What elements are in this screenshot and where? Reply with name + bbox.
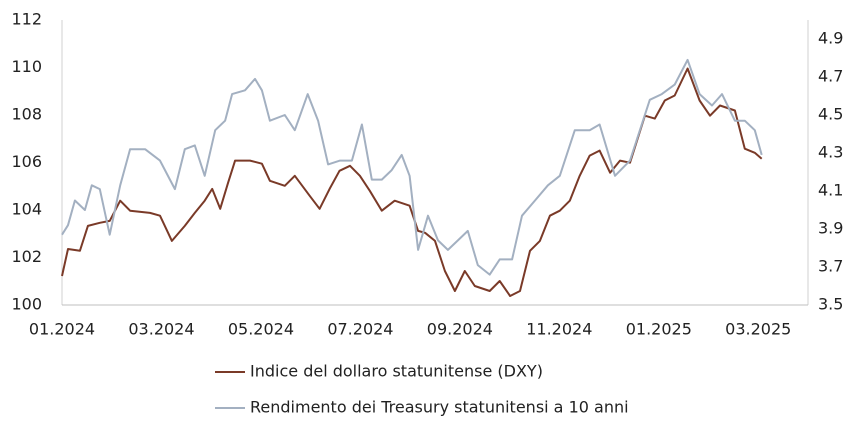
y2-tick-label: 4.5 [818,105,843,124]
x-tick-label: 03.2024 [128,320,194,339]
y2-tick-label: 4.7 [818,67,843,86]
y-tick-label: 110 [11,57,42,76]
x-tick-label: 11.2024 [526,320,592,339]
y-tick-label: 112 [11,10,42,29]
y2-tick-label: 4.1 [818,181,843,200]
data-line [61,67,763,297]
x-tick-label: 01.2024 [29,320,95,339]
y2-tick-label: 3.7 [818,257,843,276]
y2-tick-label: 3.5 [818,295,843,314]
y2-tick-label: 4.9 [818,29,843,48]
legend-label: Indice del dollaro statunitense (DXY) [250,362,543,381]
y2-tick-label: 4.3 [818,143,843,162]
y-tick-label: 100 [11,295,42,314]
x-tick-label: 07.2024 [327,320,393,339]
y-tick-label: 104 [11,200,42,219]
x-tick-label: 01.2025 [626,320,692,339]
y-tick-label: 102 [11,247,42,266]
legend-label: Rendimento dei Treasury statunitensi a 1… [250,398,629,417]
x-tick-label: 03.2025 [725,320,791,339]
data-line [61,58,763,276]
y2-tick-label: 3.9 [818,219,843,238]
y-tick-label: 106 [11,152,42,171]
x-tick-label: 09.2024 [427,320,493,339]
y-tick-label: 108 [11,105,42,124]
x-tick-label: 05.2024 [228,320,294,339]
